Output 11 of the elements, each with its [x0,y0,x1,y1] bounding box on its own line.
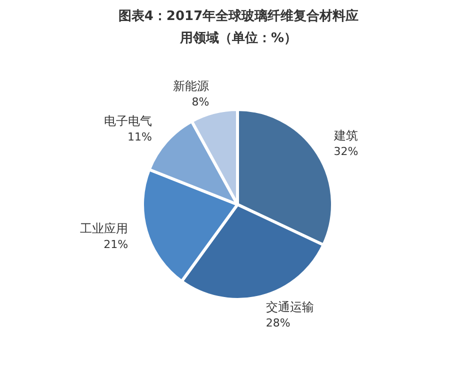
data-label: 21% [104,238,128,251]
slice-label: 工业应用 [80,221,128,236]
data-label: 28% [266,316,290,330]
data-label: 11% [128,130,152,144]
chart-title: 图表4：2017年全球玻璃纤维复合材料应用领域（单位：%） [118,8,359,46]
data-label: 8% [192,96,210,109]
slice-label: 新能源 [173,79,210,94]
slice-label: 建筑 [332,128,358,142]
data-label: 32% [334,144,358,158]
slice-label: 交通运输 [266,300,314,314]
slice-label: 电子电气 [104,114,152,128]
